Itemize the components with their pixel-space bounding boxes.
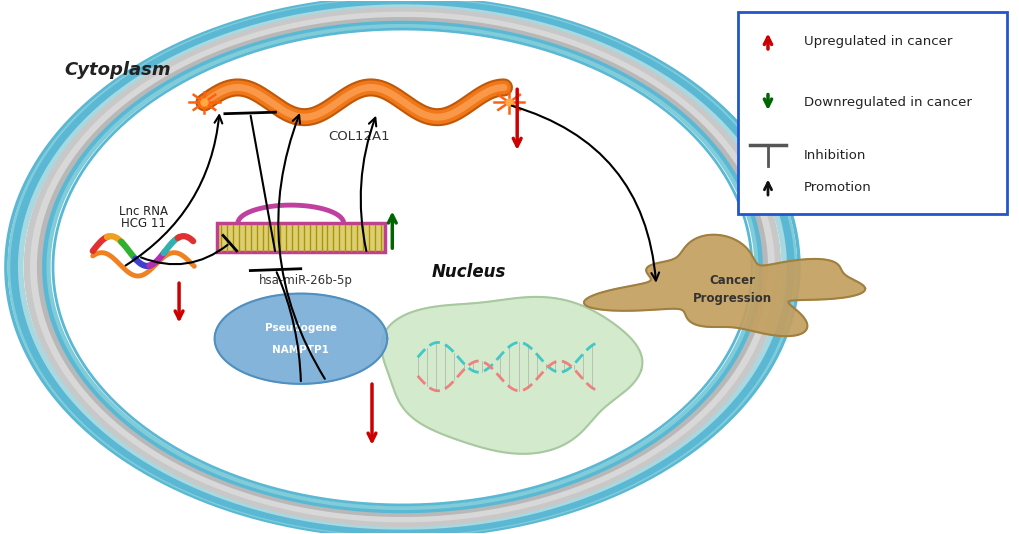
Polygon shape <box>381 297 642 454</box>
Bar <box>217 223 384 253</box>
Polygon shape <box>57 32 747 502</box>
Text: Downregulated in cancer: Downregulated in cancer <box>803 96 970 109</box>
Polygon shape <box>65 37 739 497</box>
Text: Lnc RNA: Lnc RNA <box>119 205 168 218</box>
Text: Upregulated in cancer: Upregulated in cancer <box>803 35 951 48</box>
Text: Nucleus: Nucleus <box>431 263 505 280</box>
Polygon shape <box>214 294 387 384</box>
Text: hsa-miR-26b-5p: hsa-miR-26b-5p <box>259 273 353 287</box>
Bar <box>737 12 1006 214</box>
Text: COL12A1: COL12A1 <box>328 130 389 143</box>
Text: Progression: Progression <box>692 293 771 305</box>
Text: Promotion: Promotion <box>803 181 870 194</box>
Text: NAMPTP1: NAMPTP1 <box>272 345 329 356</box>
Text: Pseudogene: Pseudogene <box>265 323 336 333</box>
Polygon shape <box>583 235 864 336</box>
Text: Inhibition: Inhibition <box>803 149 865 162</box>
Text: HCG 11: HCG 11 <box>121 217 166 230</box>
Text: Cytoplasm: Cytoplasm <box>65 61 171 80</box>
Text: Cancer: Cancer <box>709 274 755 287</box>
